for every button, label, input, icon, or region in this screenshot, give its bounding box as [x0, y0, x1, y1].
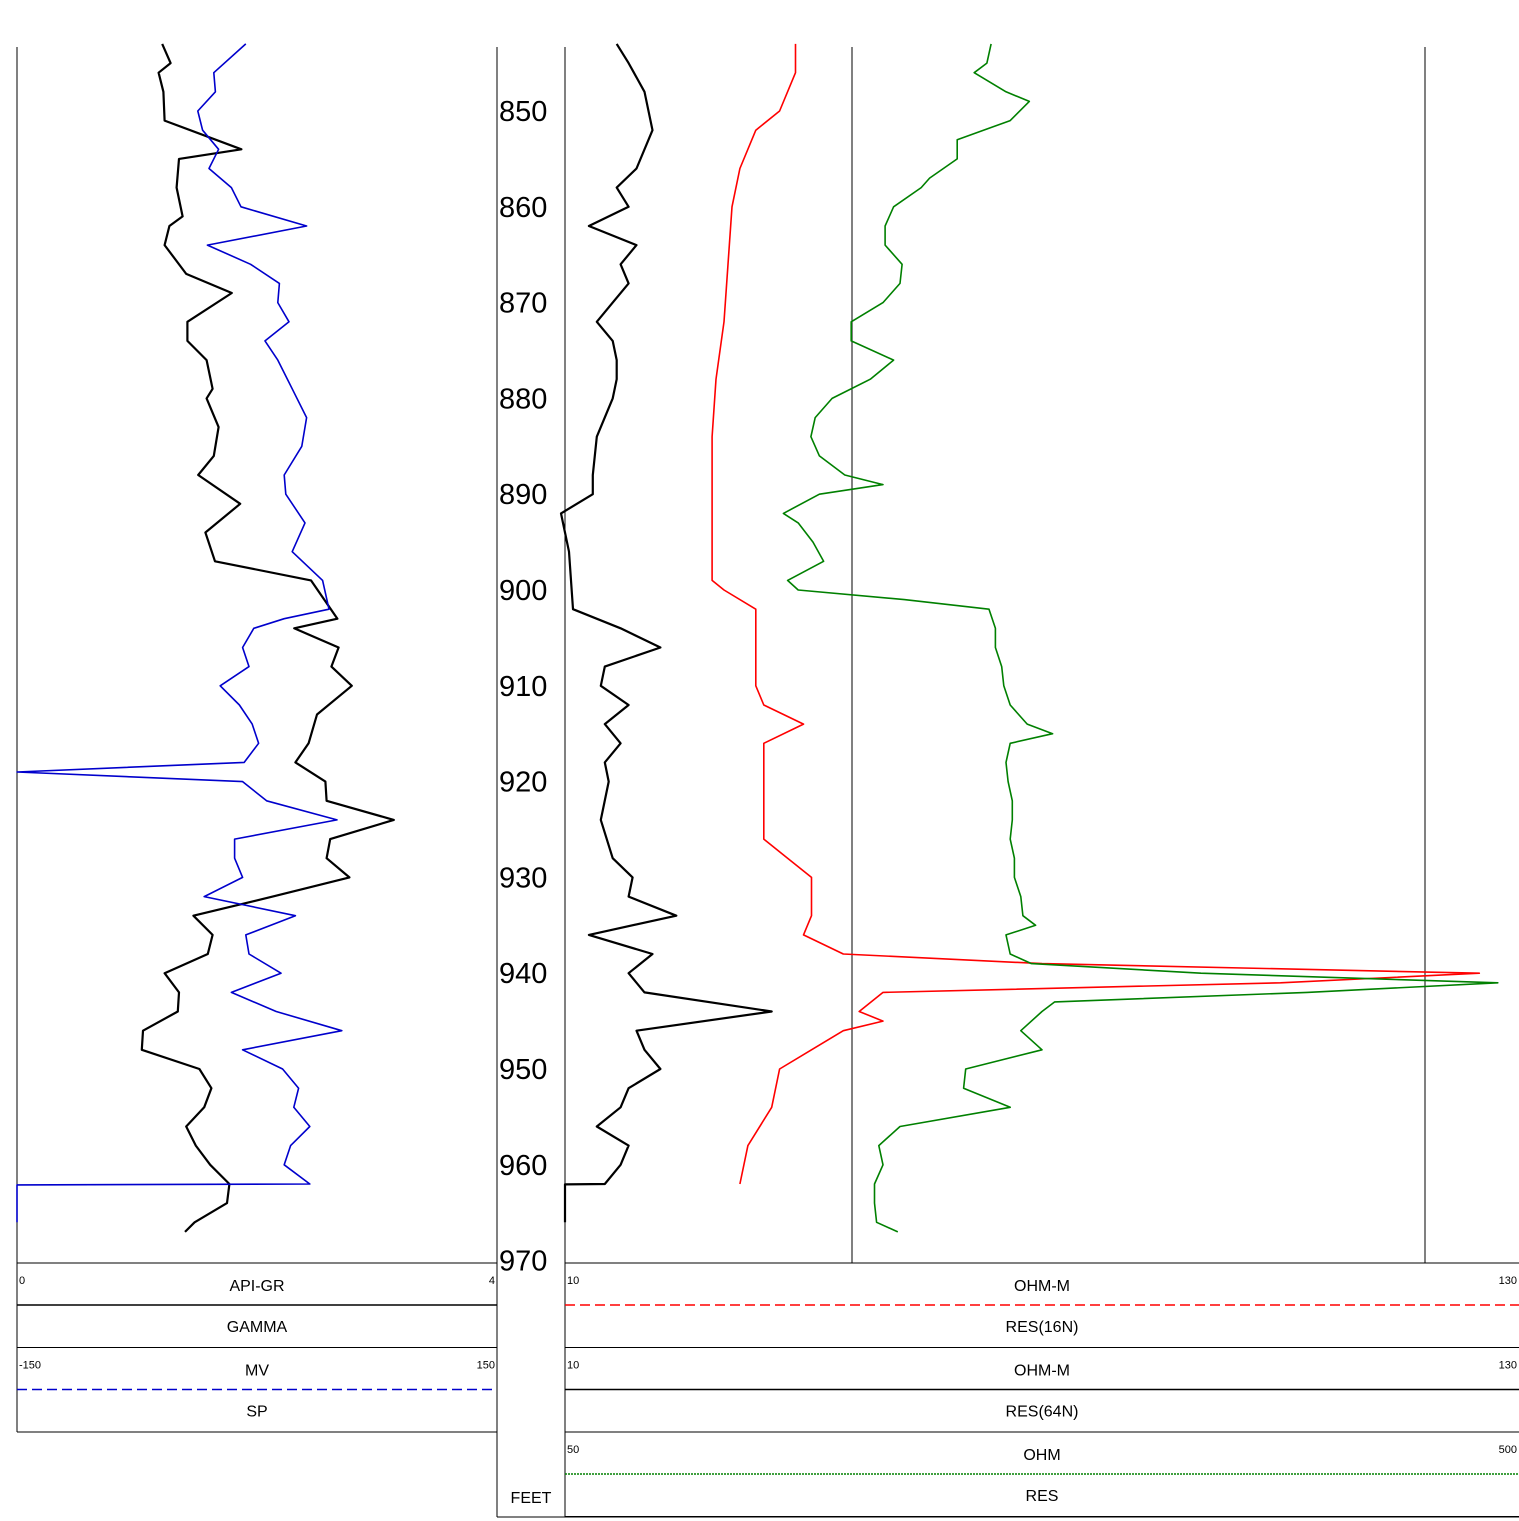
curve-name-label: GAMMA — [227, 1319, 288, 1336]
depth-tick-label: 970 — [499, 1246, 547, 1278]
curve-name-label: RES(16N) — [1006, 1319, 1079, 1336]
depth-tick-label: 930 — [499, 862, 547, 894]
scale-max-label: 130 — [1499, 1360, 1517, 1372]
curve-name-label: RES(64N) — [1006, 1404, 1079, 1421]
scale-max-label: 500 — [1499, 1444, 1517, 1456]
curve-res — [782, 43, 1499, 1233]
depth-tick-label: 880 — [499, 383, 547, 415]
scale-min-label: 50 — [567, 1444, 579, 1456]
curve-unit-label: MV — [245, 1363, 269, 1380]
depth-tick-label: 860 — [499, 192, 547, 224]
depth-tick-label: 900 — [499, 575, 547, 607]
scale-min-label: 10 — [567, 1360, 579, 1372]
depth-tick-label: 910 — [499, 671, 547, 703]
track-headers: 0 4 API-GR GAMMA -150 150 MV SP 10 130 OHM-M RES(16… — [17, 1262, 1519, 1518]
scale-min-label: 0 — [19, 1275, 25, 1287]
depth-tick-label: 920 — [499, 767, 547, 799]
scale-max-label: 4 — [489, 1275, 495, 1287]
track-gridlines — [16, 47, 1426, 1517]
curve-unit-label: OHM-M — [1014, 1363, 1070, 1380]
depth-tick-label: 850 — [499, 96, 547, 128]
depth-tick-label: 890 — [499, 479, 547, 511]
log-curves — [16, 43, 1499, 1233]
depth-tick-label: 950 — [499, 1054, 547, 1086]
curve-gamma — [140, 43, 395, 1233]
depth-unit-label: FEET — [511, 1490, 552, 1507]
scale-min-label: -150 — [19, 1360, 41, 1372]
curve-name-label: SP — [246, 1404, 267, 1421]
curve-name-label: RES — [1026, 1488, 1059, 1505]
scale-min-label: 10 — [567, 1275, 579, 1287]
curve-unit-label: API-GR — [229, 1278, 284, 1295]
depth-tick-label: 870 — [499, 288, 547, 320]
scale-max-label: 130 — [1499, 1275, 1517, 1287]
curve-unit-label: OHM-M — [1014, 1278, 1070, 1295]
curve-res-64n — [559, 43, 773, 1223]
curve-sp — [16, 43, 343, 1223]
depth-axis: 850 860 870 880 890 900 910 920 930 940 950 960 970 — [499, 96, 547, 1278]
curve-unit-label: OHM — [1023, 1447, 1060, 1464]
scale-max-label: 150 — [477, 1360, 495, 1372]
curve-res-16n — [711, 43, 1481, 1185]
depth-tick-label: 940 — [499, 958, 547, 990]
depth-tick-label: 960 — [499, 1150, 547, 1182]
